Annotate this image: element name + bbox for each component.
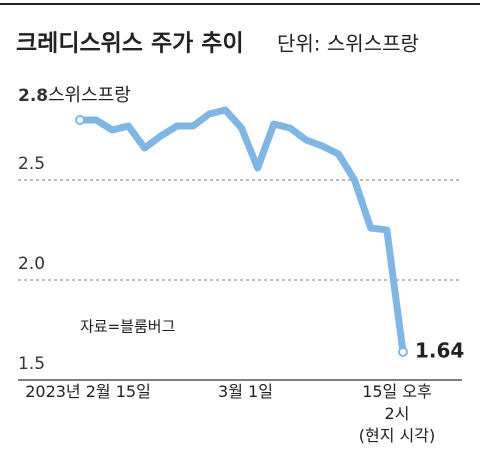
chart-subtitle: 단위: 스위스프랑 xyxy=(277,32,419,56)
y-tick-label: 2.8 xyxy=(18,86,48,106)
x-tick-label: 15일 오후 2시 (현지 시각) xyxy=(358,382,436,445)
annotation: 자료=블룸버그 xyxy=(80,318,175,336)
y-tick-label: 1.5 xyxy=(18,354,45,374)
y-tick-label: 2.5 xyxy=(18,154,45,174)
end-point xyxy=(398,347,408,357)
x-tick-label: 2023년 2월 15일 xyxy=(25,382,151,401)
y-unit: 스위스프랑 xyxy=(48,85,131,106)
x-tick-label: 3월 1일 xyxy=(218,382,273,401)
value-label: 1.64 xyxy=(415,339,464,363)
y-tick-label: 2.0 xyxy=(18,254,45,274)
chart-title: 크레디스위스 주가 추이 xyxy=(16,31,244,57)
line xyxy=(80,106,407,353)
end-point xyxy=(75,115,85,125)
